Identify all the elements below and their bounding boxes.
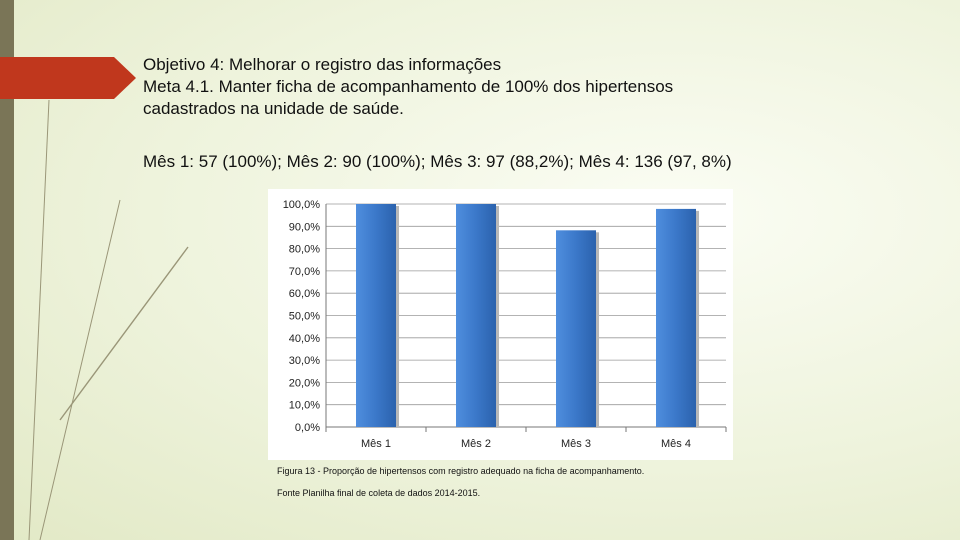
y-tick-label: 80,0% — [289, 244, 320, 256]
left-sidebar-bar — [0, 0, 14, 540]
x-tick-label: Mês 3 — [561, 438, 591, 450]
y-tick-label: 0,0% — [295, 422, 320, 434]
objective-title: Objetivo 4: Melhorar o registro das info… — [143, 55, 502, 74]
x-tick-label: Mês 2 — [461, 438, 491, 450]
bar — [656, 208, 696, 427]
x-tick-label: Mês 1 — [361, 438, 391, 450]
bar — [456, 204, 496, 427]
y-tick-label: 70,0% — [289, 266, 320, 278]
slide-heading: Objetivo 4: Melhorar o registro das info… — [143, 54, 903, 120]
y-tick-label: 10,0% — [289, 400, 320, 412]
goal-text-line1: Meta 4.1. Manter ficha de acompanhamento… — [143, 77, 674, 96]
y-tick-label: 30,0% — [289, 355, 320, 367]
bar — [556, 230, 596, 427]
accent-arrow-shape — [0, 57, 136, 99]
goal-text-line2: cadastrados na unidade de saúde. — [143, 99, 404, 118]
x-tick-label: Mês 4 — [661, 438, 691, 450]
y-tick-label: 50,0% — [289, 311, 320, 323]
bar-chart-svg: 0,0% 10,0% 20,0% 30,0% 40,0% 50,0% 60,0% 70,0% 8… — [283, 199, 727, 450]
y-tick-label: 40,0% — [289, 333, 320, 345]
y-tick-label: 60,0% — [289, 288, 320, 300]
accent-arrow — [0, 57, 136, 99]
figure-caption: Figura 13 - Proporção de hipertensos com… — [277, 466, 645, 476]
monthly-summary: Mês 1: 57 (100%); Mês 2: 90 (100%); Mês … — [143, 152, 732, 171]
y-tick-label: 20,0% — [289, 377, 320, 389]
y-tick-label: 100,0% — [283, 199, 321, 211]
decorative-lines — [28, 99, 189, 540]
bar — [356, 204, 396, 427]
figure-source: Fonte Planilha final de coleta de dados … — [277, 488, 481, 498]
bar-chart: 0,0% 10,0% 20,0% 30,0% 40,0% 50,0% 60,0% 70,0% 8… — [268, 189, 733, 460]
y-tick-label: 90,0% — [289, 221, 320, 233]
